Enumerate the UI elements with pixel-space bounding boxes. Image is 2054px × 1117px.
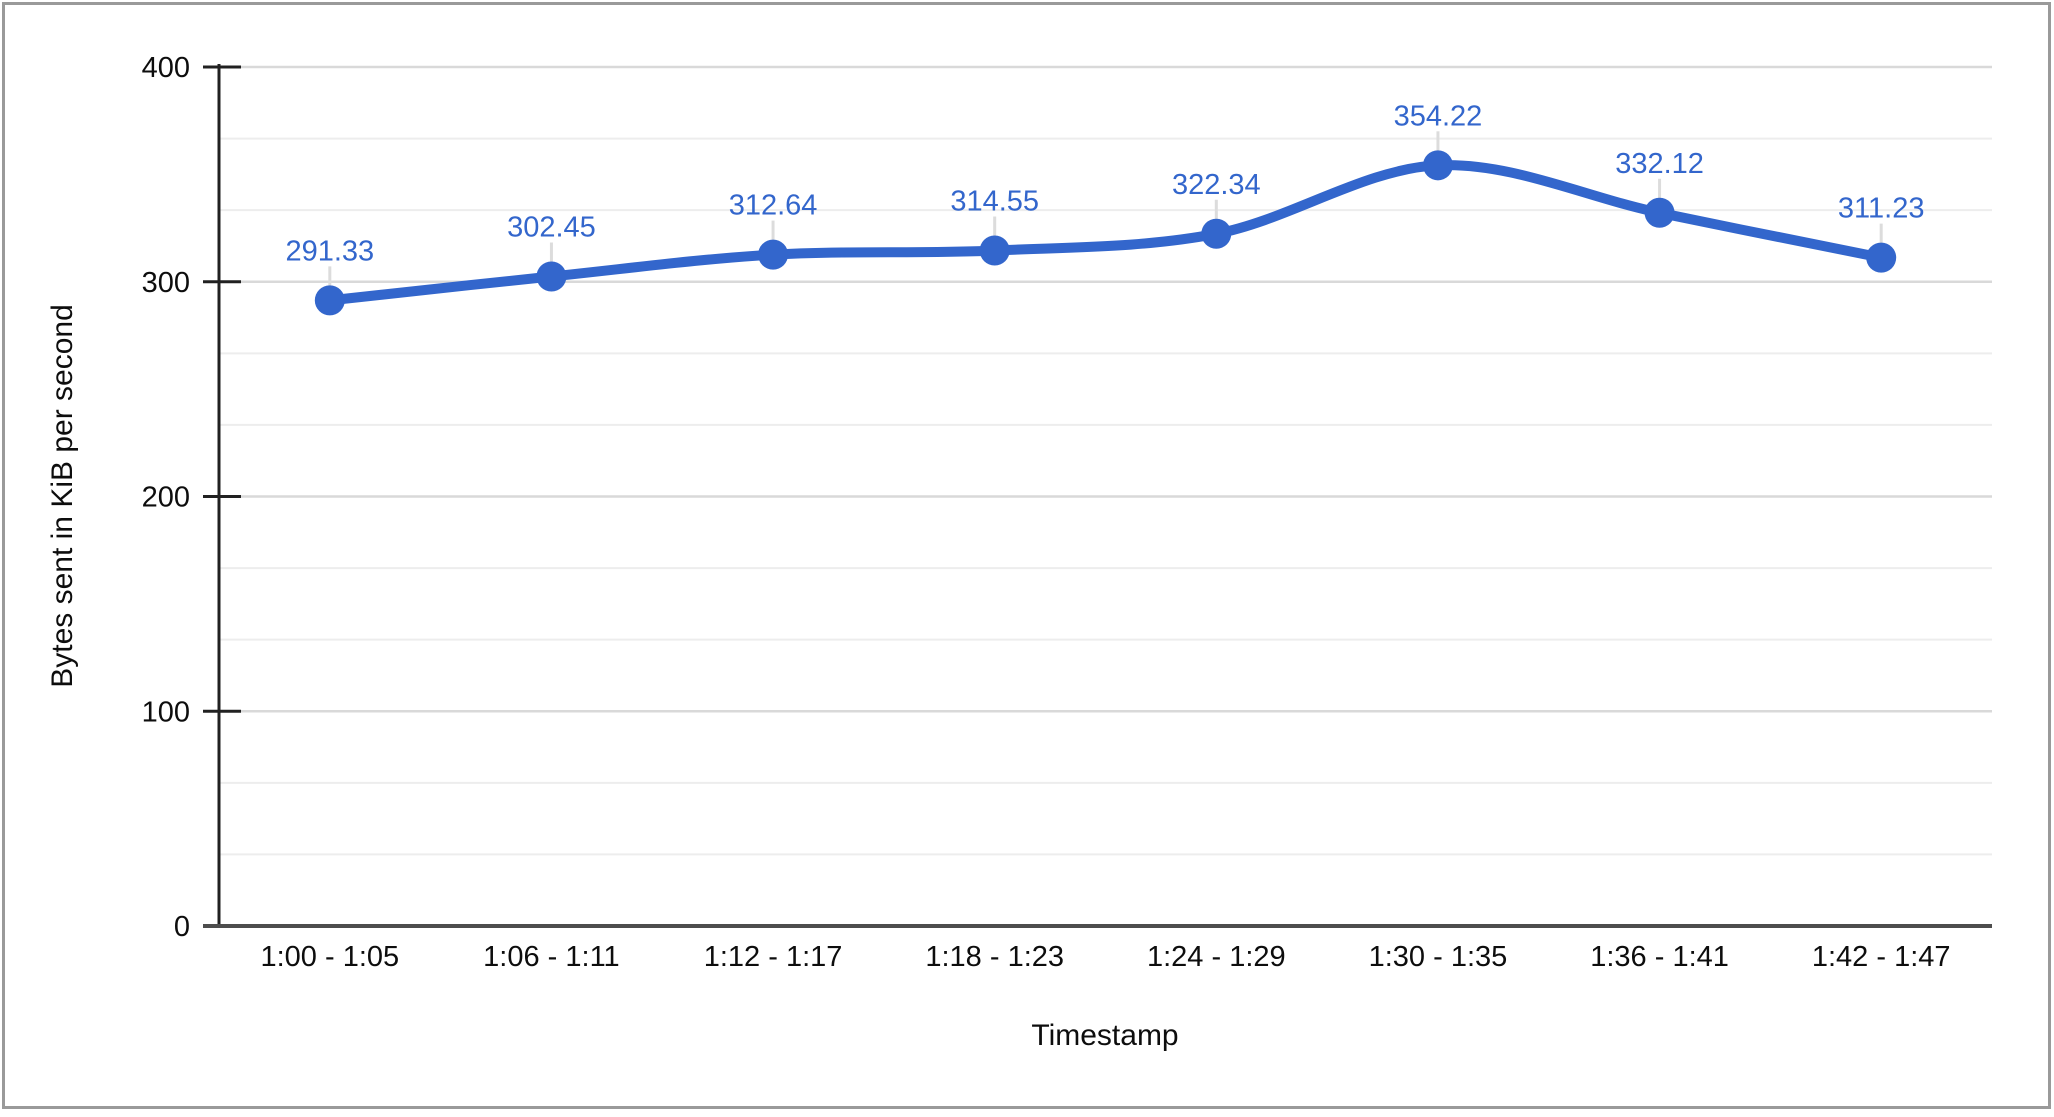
x-tick-label: 1:24 - 1:29 <box>1147 941 1286 973</box>
data-point[interactable] <box>979 235 1010 266</box>
data-point-label: 312.64 <box>729 190 818 222</box>
x-tick-label: 1:06 - 1:11 <box>483 941 620 973</box>
data-point[interactable] <box>314 285 345 316</box>
data-point-label: 302.45 <box>507 211 596 243</box>
data-point-label: 311.23 <box>1838 193 1925 225</box>
x-tick-label: 1:18 - 1:23 <box>925 941 1064 973</box>
data-point[interactable] <box>1644 197 1675 228</box>
axes-layer <box>203 64 1992 928</box>
y-tick-label: 300 <box>142 267 190 299</box>
labels-layer: 0 100 200 300 400 1:00 - 1:05 1:06 - 1:11 1:12 … <box>142 52 1951 973</box>
data-point-label: 291.33 <box>285 235 374 267</box>
data-point[interactable] <box>758 239 789 270</box>
x-tick-label: 1:12 - 1:17 <box>704 941 843 973</box>
y-tick-label: 0 <box>174 911 190 943</box>
series-layer <box>314 131 1897 316</box>
data-point-label: 314.55 <box>950 186 1039 218</box>
x-tick-label: 1:00 - 1:05 <box>260 941 399 973</box>
data-point[interactable] <box>536 261 567 292</box>
data-point[interactable] <box>1422 150 1453 181</box>
y-tick-label: 200 <box>142 482 190 514</box>
data-point[interactable] <box>1201 218 1232 249</box>
data-point-label: 354.22 <box>1394 100 1483 132</box>
series-line <box>324 160 1887 306</box>
data-point[interactable] <box>1866 242 1897 273</box>
x-tick-label: 1:36 - 1:41 <box>1590 941 1729 973</box>
y-axis-title: Bytes sent in KiB per second <box>46 304 79 688</box>
data-point-label: 332.12 <box>1615 148 1704 180</box>
x-axis-title: Timestamp <box>1031 1019 1178 1052</box>
data-point-label: 322.34 <box>1172 169 1261 201</box>
x-tick-label: 1:42 - 1:47 <box>1812 941 1951 973</box>
gridlines-layer <box>219 65 1992 856</box>
y-tick-label: 400 <box>142 52 190 84</box>
x-tick-label: 1:30 - 1:35 <box>1369 941 1508 973</box>
y-tick-label: 100 <box>142 696 190 728</box>
